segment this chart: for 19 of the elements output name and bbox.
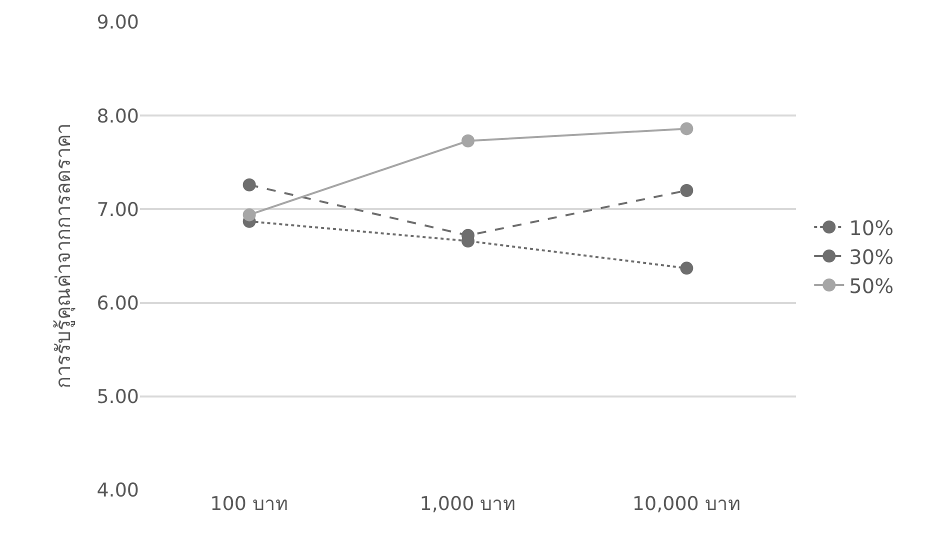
point: [680, 122, 694, 136]
point: [242, 208, 256, 222]
y-axis-title: การรับรู้คุณค่าจากการลดราคา: [51, 124, 76, 388]
legend-label: 50%: [849, 274, 894, 298]
y-tick-label: 9.00: [96, 12, 139, 34]
y-tick-label: 4.00: [96, 480, 139, 502]
legend-label: 30%: [849, 244, 894, 269]
point: [680, 262, 694, 275]
y-tick-label: 5.00: [96, 386, 139, 408]
legend-label: 10%: [849, 216, 894, 240]
x-tick-label: 100 บาท: [210, 493, 288, 515]
x-tick-label: 1,000 บาท: [420, 493, 516, 515]
y-tick-label: 8.00: [96, 105, 139, 128]
y-tick-label: 7.00: [96, 198, 139, 221]
point: [242, 178, 256, 192]
y-tick-label: 6.00: [96, 292, 139, 314]
point: [680, 184, 694, 197]
x-tick-label: 10,000 บาท: [632, 493, 741, 515]
point: [462, 134, 474, 148]
